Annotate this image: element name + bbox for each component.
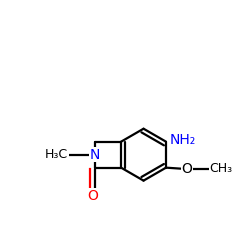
Text: NH₂: NH₂ [169, 134, 196, 147]
Text: O: O [182, 162, 192, 176]
Text: H₃C: H₃C [45, 148, 68, 161]
Text: O: O [87, 189, 98, 203]
Text: CH₃: CH₃ [209, 162, 233, 175]
Text: N: N [90, 148, 100, 162]
